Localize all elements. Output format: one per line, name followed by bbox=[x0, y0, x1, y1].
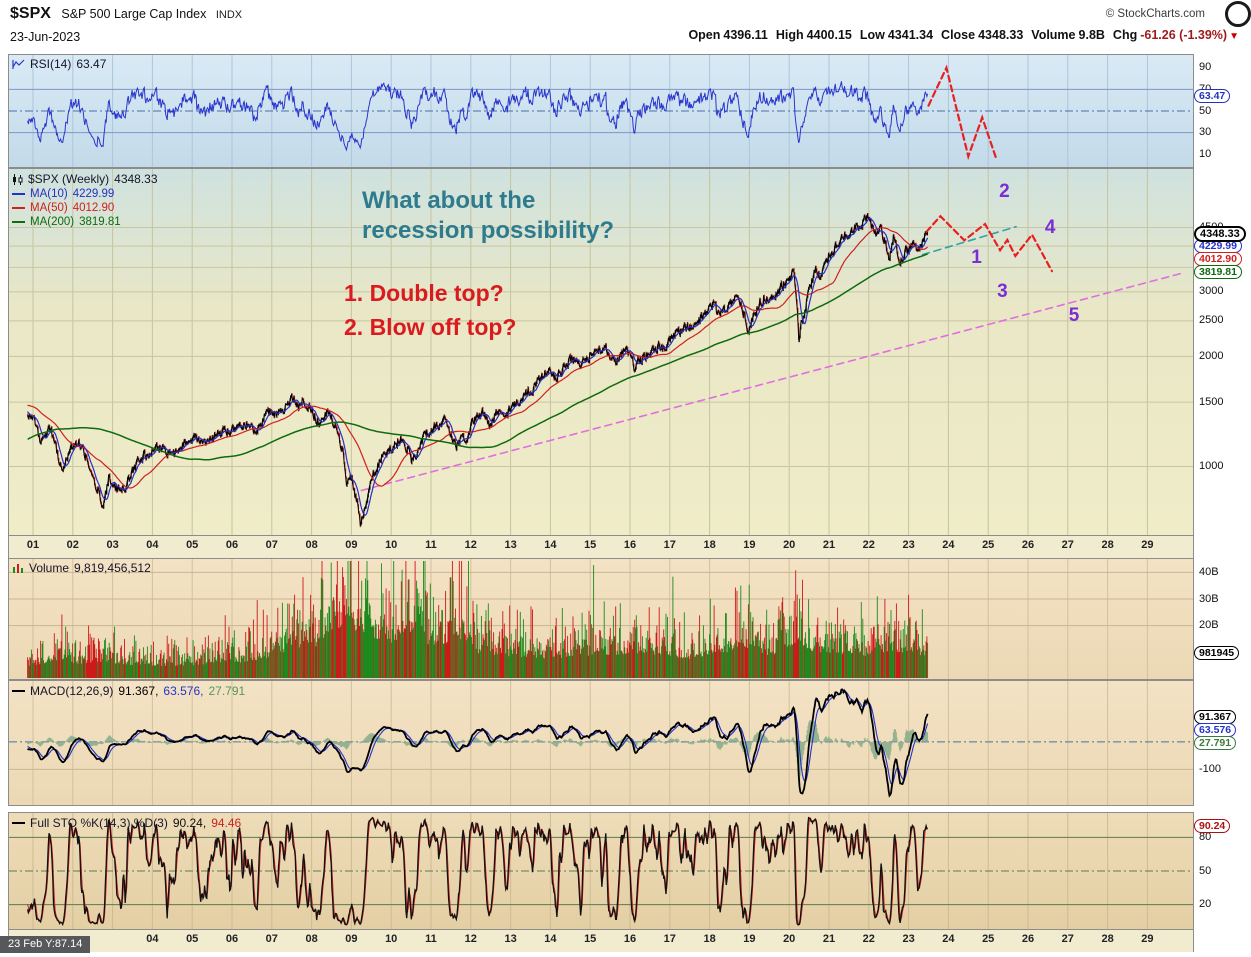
sto-legend-label: Full STO %K(14,3) %D(3) bbox=[30, 816, 168, 830]
ma50-value: 4012.90 bbox=[72, 202, 115, 214]
rsi-y-tick: 90 bbox=[1199, 61, 1212, 74]
quote-value: 9.8B bbox=[1078, 28, 1105, 42]
change-down-icon: ▼ bbox=[1229, 31, 1239, 42]
sto-y-tick: 50 bbox=[1199, 864, 1212, 877]
quote-label: High bbox=[775, 28, 804, 42]
stochastics-panel bbox=[8, 812, 1194, 930]
ma200-swatch bbox=[12, 221, 25, 223]
ma200-label: MA(200) bbox=[30, 216, 75, 228]
macd-y-tick: -100 bbox=[1199, 762, 1222, 775]
x-axis-bottom bbox=[8, 930, 1194, 952]
sto-swatch bbox=[12, 822, 25, 824]
quote-value: 4396.11 bbox=[723, 28, 768, 42]
price-panel bbox=[8, 168, 1194, 536]
quote-value: 4348.33 bbox=[978, 28, 1024, 42]
copyright: © StockCharts.com bbox=[1105, 8, 1205, 20]
ma10-label: MA(10) bbox=[30, 188, 68, 200]
rsi-y-tick: 70 bbox=[1199, 82, 1212, 95]
macd-legend-label: MACD(12,26,9) bbox=[30, 684, 114, 698]
price-y-tick: 2500 bbox=[1199, 314, 1224, 327]
price-value-badge: 4229.99 bbox=[1194, 238, 1242, 253]
ma50-swatch bbox=[12, 207, 25, 209]
candlestick-icon bbox=[13, 173, 23, 185]
exchange-label: INDX bbox=[215, 9, 243, 21]
price-value-badge: 4012.90 bbox=[1194, 251, 1242, 266]
volume-legend-value: 9,819,456,512 bbox=[74, 561, 151, 575]
sto-y-tick: 20 bbox=[1199, 898, 1212, 911]
macd-legend: MACD(12,26,9) 91.367, 63.576, 27.791 bbox=[12, 684, 245, 698]
price-value-badge: 3819.81 bbox=[1194, 264, 1242, 279]
stochastics-legend: Full STO %K(14,3) %D(3) 90.24, 94.46 bbox=[12, 816, 241, 830]
macd-line-value: 91.367, bbox=[118, 684, 159, 698]
rsi-legend: RSI(14) 63.47 bbox=[12, 57, 106, 71]
macd-value-badge: 27.791 bbox=[1194, 735, 1237, 750]
chart-date: 23-Jun-2023 bbox=[10, 30, 81, 44]
volume-legend: Volume 9,819,456,512 bbox=[12, 561, 151, 575]
quote-value: 4341.34 bbox=[887, 28, 934, 42]
quote-label: Chg bbox=[1112, 28, 1138, 42]
volume-bars-icon bbox=[13, 563, 23, 573]
chart-title: $SPX S&P 500 Large Cap Index INDX bbox=[10, 5, 242, 23]
price-legend: $SPX (Weekly) 4348.33 bbox=[12, 172, 158, 186]
quote-label: Open bbox=[688, 28, 721, 42]
sto-y-tick: 80 bbox=[1199, 830, 1212, 843]
rsi-y-tick: 10 bbox=[1199, 147, 1212, 160]
ma50-legend: MA(50) 4012.90 bbox=[12, 202, 114, 214]
vol-y-tick: 30B bbox=[1199, 592, 1219, 605]
quote-label: Low bbox=[859, 28, 885, 42]
quote-value: -61.26 (-1.39%) bbox=[1140, 28, 1228, 42]
ma10-swatch bbox=[12, 193, 25, 195]
vol-y-tick: 40B bbox=[1199, 565, 1219, 578]
sto-k-value: 90.24, bbox=[172, 816, 207, 830]
macd-value-badge: 91.367 bbox=[1194, 709, 1237, 724]
quote-label: Close bbox=[941, 28, 976, 42]
macd-hist-value: 27.791 bbox=[208, 684, 246, 698]
price-y-tick: 2000 bbox=[1199, 349, 1224, 362]
rsi-y-tick: 30 bbox=[1199, 126, 1212, 139]
ma200-value: 3819.81 bbox=[79, 216, 121, 228]
volume-legend-label: Volume bbox=[29, 561, 70, 575]
quote-label: Volume bbox=[1031, 28, 1076, 42]
indicator-icon bbox=[12, 59, 25, 69]
price-y-tick: 4000 bbox=[1199, 239, 1224, 252]
price-y-tick: 3500 bbox=[1199, 260, 1224, 273]
sto-value-badge: 90.24 bbox=[1194, 818, 1231, 833]
price-legend-symbol: $SPX (Weekly) bbox=[28, 172, 110, 186]
rsi-legend-label: RSI(14) bbox=[30, 57, 72, 71]
ma50-label: MA(50) bbox=[30, 202, 68, 214]
price-y-tick: 1000 bbox=[1199, 460, 1224, 473]
volume-panel bbox=[8, 558, 1194, 680]
macd-panel bbox=[8, 680, 1194, 806]
price-legend-value: 4348.33 bbox=[114, 172, 158, 186]
rsi-legend-value: 63.47 bbox=[76, 57, 107, 71]
rsi-y-tick: 50 bbox=[1199, 104, 1212, 117]
vol-y-tick: 20B bbox=[1199, 619, 1219, 632]
sto-d-value: 94.46 bbox=[211, 816, 242, 830]
price-value-badge: 4348.33 bbox=[1194, 225, 1246, 242]
rsi-value-badge: 63.47 bbox=[1194, 89, 1231, 104]
ma10-value: 4229.99 bbox=[72, 188, 115, 200]
price-y-tick: 1500 bbox=[1199, 395, 1224, 408]
symbol: $SPX bbox=[10, 5, 51, 22]
quote-value: 4400.15 bbox=[806, 28, 852, 42]
x-axis-top bbox=[8, 536, 1194, 558]
ma10-legend: MA(10) 4229.99 bbox=[12, 188, 114, 200]
macd-signal-value: 63.576, bbox=[163, 684, 204, 698]
ma200-legend: MA(200) 3819.81 bbox=[12, 216, 121, 228]
quote-line: Open 4396.11 High 4400.15 Low 4341.34 Close 434… bbox=[680, 28, 1239, 42]
macd-value-badge: 63.576 bbox=[1194, 722, 1237, 737]
index-name: S&P 500 Large Cap Index bbox=[61, 7, 207, 21]
macd-swatch bbox=[12, 690, 25, 692]
price-y-tick: 4500 bbox=[1199, 220, 1224, 233]
date-range-label: 23 Feb Y:87.14 bbox=[0, 936, 91, 953]
vol-value-badge: 981945 bbox=[1194, 645, 1240, 660]
rsi-panel bbox=[8, 54, 1194, 168]
price-y-tick: 3000 bbox=[1199, 285, 1224, 298]
stockcharts-logo-icon bbox=[1225, 1, 1251, 27]
